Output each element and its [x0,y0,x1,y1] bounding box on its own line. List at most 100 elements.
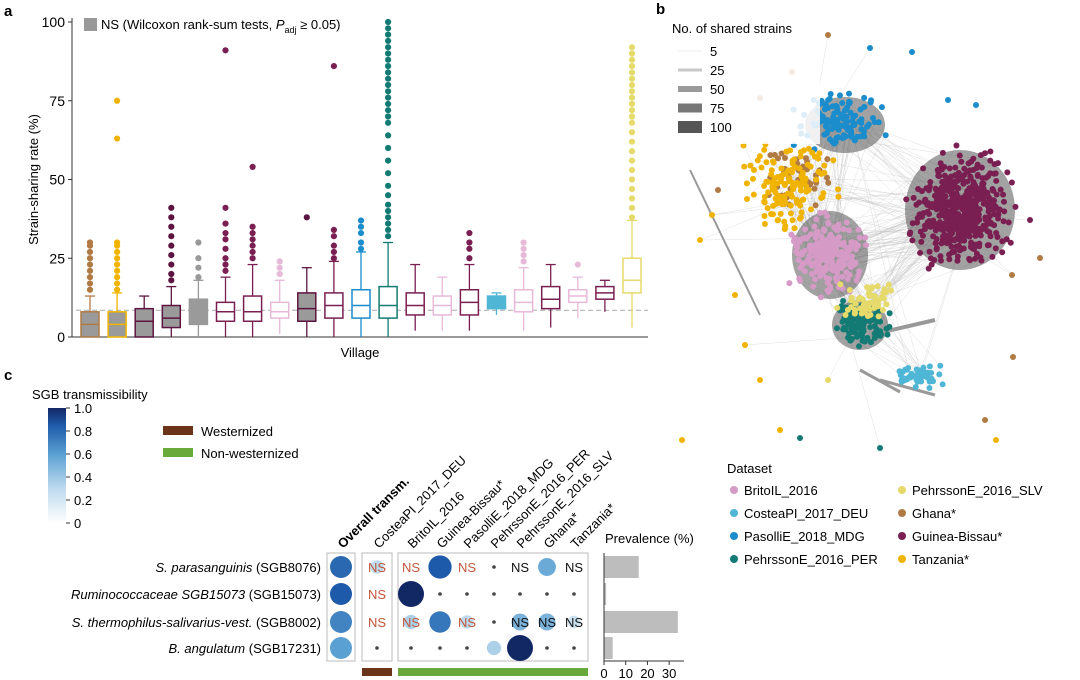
colorbar-title: SGB transmissibility [32,387,148,402]
prevalence-tick-label: 0 [600,666,607,680]
network-node [786,280,793,287]
box-16 [486,292,507,315]
network-node [937,225,944,232]
outlier-point [249,255,256,262]
network-node [808,271,815,278]
network-node [808,243,815,250]
outlier-point [357,239,365,246]
network-node [861,338,868,345]
network-node [855,332,862,339]
network-node [901,375,908,382]
network-node [954,257,961,264]
network-node [761,193,768,200]
colorbar-tick-label: 1.0 [74,401,92,416]
prevalence-title: Prevalence (%) [605,531,694,546]
network-edge-thick [879,378,936,397]
network-node [967,244,974,251]
network-node [856,268,863,275]
outlier-point [114,286,121,293]
network-node [765,178,772,185]
outlier-point [628,88,636,95]
legend-ns-swatch [84,18,97,31]
network-node [991,211,998,218]
network-node [906,230,913,237]
network-node [1005,219,1012,226]
network-node [990,201,997,208]
network-node [875,313,882,320]
network-node [781,181,788,188]
network-edge [785,190,807,204]
network-node [950,203,957,210]
box-iqr [297,292,317,322]
network-node [827,91,834,98]
cell-ns-label: NS [402,560,420,575]
group-legend-swatch [163,426,193,435]
outlier-point [114,280,121,287]
network-node [969,227,976,234]
network-node [925,265,932,272]
network-node [866,293,873,300]
box-12 [378,18,398,337]
network-node [805,145,812,152]
outlier-point [385,31,392,38]
row-label-sgb: (SGB8002) [252,615,321,630]
network-node [923,185,930,192]
network-node [749,175,756,182]
network-node [840,297,847,304]
cell-circle [511,613,529,631]
outlier-point [466,245,473,252]
legend-ns-label: NS (Wilcoxon rank-sum tests, Padj ≥ 0.05… [101,17,341,35]
panel-label-c: c [4,367,12,384]
network-node [926,248,933,255]
network-edge [794,166,797,246]
cell-circle [398,581,424,607]
network-node [836,265,843,272]
network-node [807,253,814,260]
outlier-point [628,129,636,136]
colorbar-tick-label: 0.8 [74,424,92,439]
network-node [953,198,960,205]
network-node [995,215,1002,222]
network-node [938,166,945,173]
network-node [812,234,819,241]
outlier-point [520,258,527,265]
outlier-point [114,248,121,256]
network-node [968,239,975,246]
network-node [918,188,925,195]
network-node [767,152,774,159]
network-node [966,167,973,174]
cell-circle [460,615,474,629]
network-node [777,427,783,433]
outlier-point [520,239,527,246]
network-node [858,120,865,127]
legend-strain-label: 5 [710,44,717,59]
legend-strain-label: 50 [710,82,724,97]
outlier-point [330,233,337,240]
network-node [791,225,798,232]
network-node [794,250,801,257]
outlier-point [195,274,202,281]
cell-circle [507,635,533,661]
cell-dot [409,646,413,650]
network-node [825,288,832,295]
network-node [828,266,835,273]
dataset-legend-label: CosteaPI_2017_DEU [744,506,868,521]
legend-strain-label: 100 [710,120,732,135]
network-node [941,203,948,210]
network-node [937,160,944,167]
network-node [815,262,822,269]
outlier-point [628,69,636,76]
outlier-point [385,157,392,164]
dataset-legend-dot [898,509,906,517]
network-node [928,375,935,382]
network-node [966,257,973,264]
outlier-point [520,252,527,259]
network-node [821,162,828,169]
network-node [845,227,852,234]
row-label: S. thermophilus-salivarius-vest. (SGB800… [72,615,321,630]
box-iqr [513,289,534,313]
group-legend-swatch [163,448,193,457]
outlier-point [628,185,636,193]
network-node [795,257,802,264]
